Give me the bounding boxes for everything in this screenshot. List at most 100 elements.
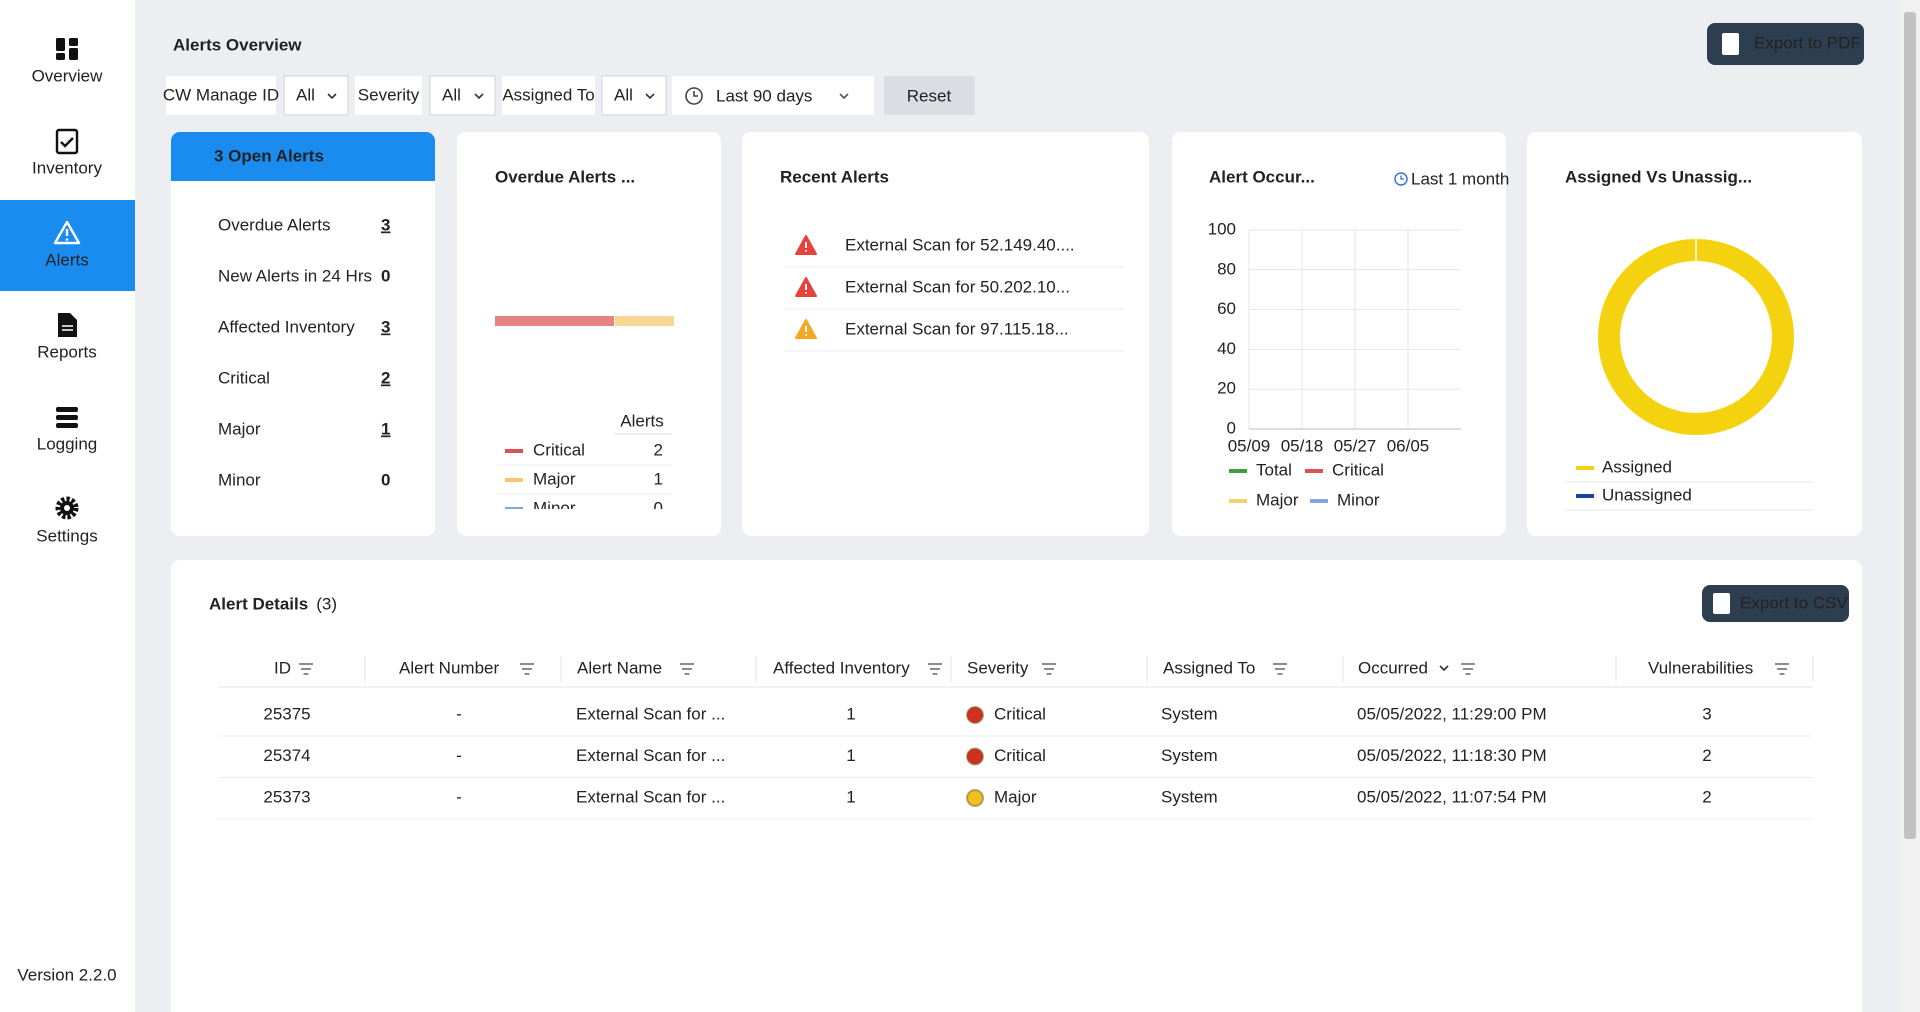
nav-label[interactable]: Settings bbox=[36, 526, 97, 545]
alert-details-card bbox=[171, 560, 1862, 1012]
filter-select[interactable] bbox=[283, 75, 349, 116]
nav-active bbox=[0, 200, 135, 291]
filter-icon[interactable] bbox=[928, 663, 942, 675]
icon-part bbox=[69, 48, 78, 60]
legend-value: 0 bbox=[654, 498, 663, 517]
filter-select[interactable] bbox=[601, 75, 667, 116]
clock-icon bbox=[1394, 172, 1408, 186]
summary-value[interactable]: 2 bbox=[381, 368, 390, 387]
nav-icon bbox=[56, 407, 78, 428]
version: Version 2.2.0 bbox=[17, 965, 116, 984]
recent-alerts-card bbox=[742, 132, 1149, 536]
y-tick-label: 80 bbox=[1217, 259, 1236, 278]
cell-alert-name[interactable]: External Scan for ... bbox=[576, 746, 725, 765]
filter-label-box bbox=[355, 76, 422, 115]
legend-value: 2 bbox=[654, 440, 663, 459]
nav-label[interactable]: Overview bbox=[32, 66, 104, 85]
icon-part bbox=[56, 415, 78, 420]
cell-assigned: System bbox=[1161, 704, 1218, 723]
reset-button[interactable] bbox=[884, 76, 975, 115]
legend-label: Major bbox=[1256, 490, 1299, 509]
cell-assigned: System bbox=[1161, 746, 1218, 765]
filter-icon[interactable] bbox=[1461, 663, 1475, 675]
column-header[interactable]: Affected Inventory bbox=[773, 658, 910, 677]
scrollbar-thumb[interactable] bbox=[1904, 12, 1916, 839]
cell-alert-name[interactable]: External Scan for ... bbox=[576, 704, 725, 723]
cell-occurred: 05/05/2022, 11:18:30 PM bbox=[1357, 746, 1547, 765]
icon-part bbox=[64, 505, 70, 511]
nav-label[interactable]: Inventory bbox=[32, 158, 102, 177]
date-select[interactable] bbox=[672, 76, 874, 115]
section-count: (3) bbox=[316, 594, 337, 613]
export-csv-button[interactable] bbox=[1702, 585, 1849, 622]
summary-value[interactable]: 3 bbox=[381, 215, 390, 234]
icon-part bbox=[55, 496, 79, 520]
filter-label: Assigned To bbox=[502, 85, 594, 104]
sort-icon bbox=[1439, 665, 1449, 672]
csv-icon bbox=[1713, 593, 1730, 614]
filter-select[interactable] bbox=[429, 75, 496, 116]
chevron bbox=[839, 93, 849, 100]
nav-label[interactable]: Logging bbox=[37, 434, 98, 453]
legend-swatch bbox=[505, 449, 523, 453]
reset-label: Reset bbox=[907, 86, 952, 105]
legend-label: Assigned bbox=[1602, 457, 1672, 476]
filter-icon[interactable] bbox=[680, 663, 694, 675]
y-tick-label: 0 bbox=[1227, 418, 1236, 437]
cell-affected: 1 bbox=[846, 704, 855, 723]
bar-segment bbox=[615, 316, 674, 326]
icon-part bbox=[60, 137, 74, 148]
column-header[interactable]: ID bbox=[274, 658, 291, 677]
cell-assigned: System bbox=[1161, 787, 1218, 806]
filter-icon[interactable] bbox=[1273, 663, 1287, 675]
icon-part bbox=[56, 38, 65, 51]
range-link[interactable]: Last 1 month bbox=[1411, 169, 1509, 188]
icon-part bbox=[69, 38, 78, 46]
y-tick-label: 100 bbox=[1208, 219, 1236, 238]
section-title: Alert Details bbox=[209, 594, 308, 613]
cell-alert-number: - bbox=[456, 787, 462, 806]
icon-part bbox=[65, 238, 69, 241]
summary-label: Critical bbox=[218, 368, 270, 387]
icon-part bbox=[53, 220, 81, 245]
filter-value: All bbox=[296, 85, 315, 104]
recent-alert[interactable]: External Scan for 52.149.40.... bbox=[845, 235, 1075, 254]
summary-value[interactable]: 3 bbox=[381, 317, 390, 336]
card-title: Assigned Vs Unassig... bbox=[1565, 167, 1752, 186]
filter-label-box bbox=[502, 76, 595, 115]
legend-swatch bbox=[1310, 499, 1328, 503]
cell-vulnerabilities: 2 bbox=[1702, 787, 1711, 806]
legend-swatch bbox=[1576, 494, 1594, 498]
icon-part bbox=[58, 313, 77, 337]
column-header[interactable]: Alert Name bbox=[577, 658, 662, 677]
recent-alert[interactable]: External Scan for 50.202.10... bbox=[845, 277, 1070, 296]
nav-icon bbox=[53, 220, 81, 245]
column-header[interactable]: Assigned To bbox=[1163, 658, 1255, 677]
nav-label[interactable]: Alerts bbox=[45, 250, 88, 269]
cell-alert-number: - bbox=[456, 704, 462, 723]
nav-label[interactable]: Reports bbox=[37, 342, 97, 361]
filter-icon[interactable] bbox=[520, 663, 534, 675]
legend-value: 1 bbox=[654, 469, 663, 488]
column-header[interactable]: Alert Number bbox=[399, 658, 499, 677]
cell-occurred: 05/05/2022, 11:07:54 PM bbox=[1357, 787, 1547, 806]
export-pdf-button[interactable] bbox=[1707, 23, 1864, 65]
column-header[interactable]: Vulnerabilities bbox=[1648, 658, 1753, 677]
filter-label-box bbox=[166, 76, 276, 115]
filter-icon[interactable] bbox=[299, 663, 313, 675]
summary-value[interactable]: 1 bbox=[381, 419, 390, 438]
chevron bbox=[474, 93, 484, 100]
recent-alert[interactable]: External Scan for 97.115.18... bbox=[845, 319, 1069, 338]
cell-alert-name[interactable]: External Scan for ... bbox=[576, 787, 725, 806]
icon-part bbox=[56, 53, 65, 60]
filter-icon[interactable] bbox=[1775, 663, 1789, 675]
open-alerts-card bbox=[171, 132, 435, 536]
column-header[interactable]: Severity bbox=[967, 658, 1029, 677]
export-pdf-label: Export to PDF bbox=[1754, 33, 1861, 52]
clock-hands bbox=[693, 91, 698, 97]
legend-label: Unassigned bbox=[1602, 485, 1692, 504]
cell-affected: 1 bbox=[846, 787, 855, 806]
column-header[interactable]: Occurred bbox=[1358, 658, 1428, 677]
filter-icon[interactable] bbox=[1042, 663, 1056, 675]
